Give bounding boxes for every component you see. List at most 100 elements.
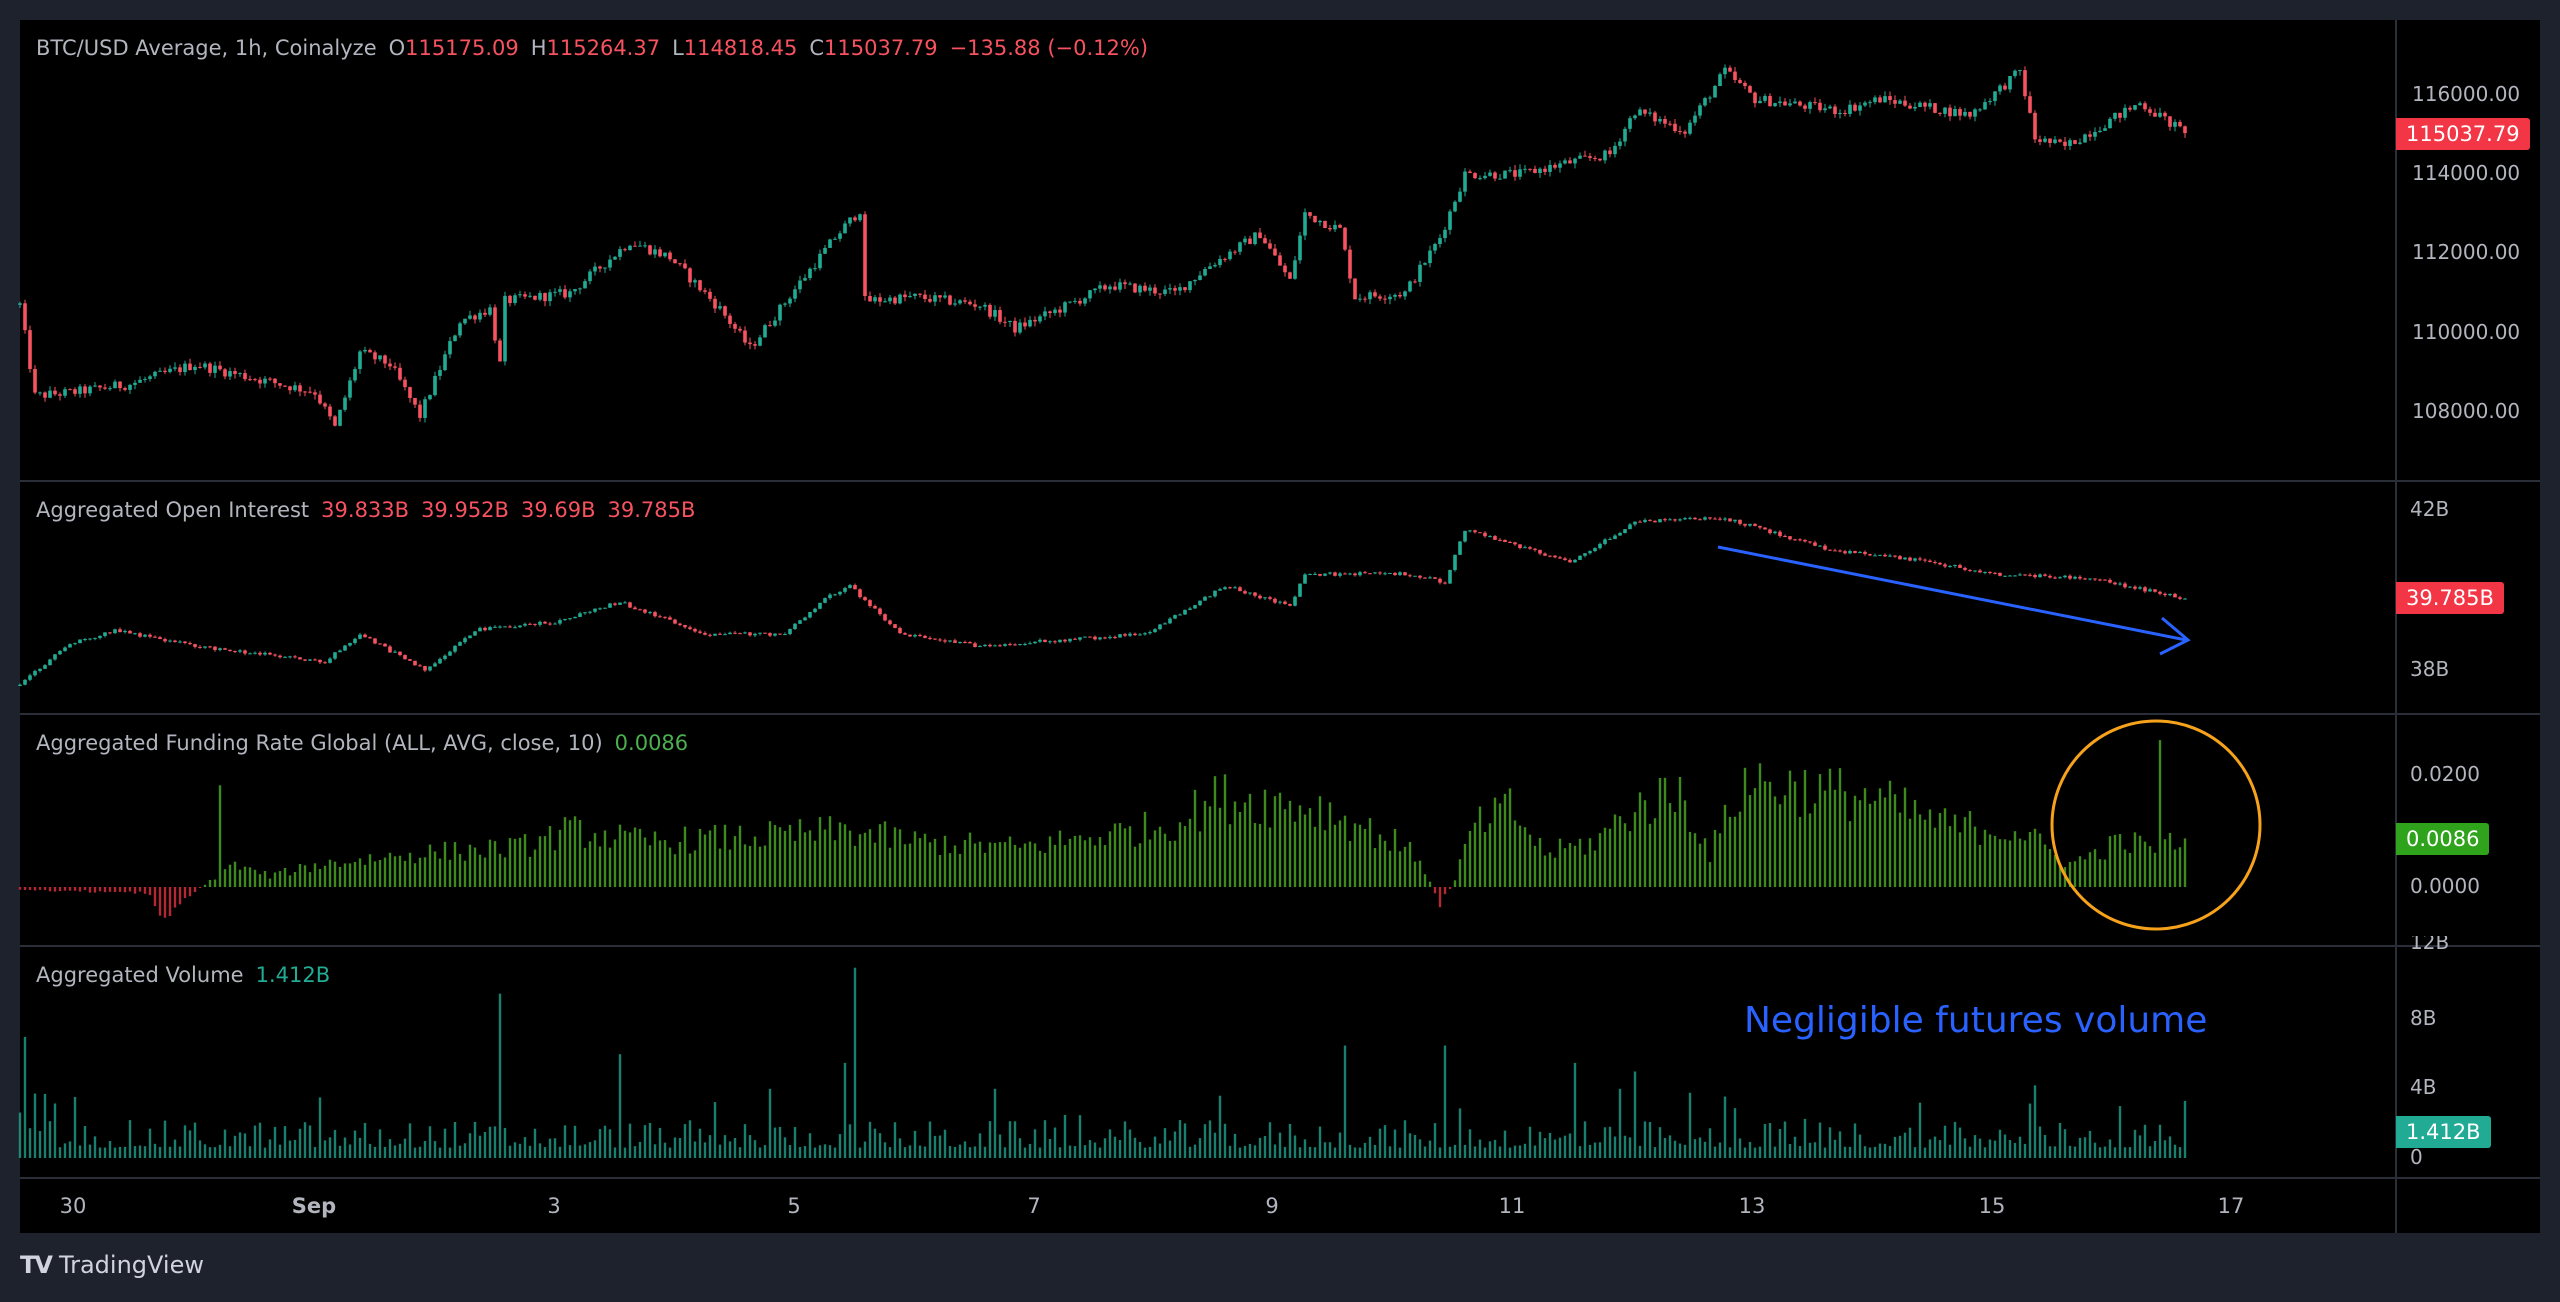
funding-spike-circle[interactable] [2050,719,2262,931]
funding-bar [983,852,987,887]
oi-candle [168,640,172,642]
price-candle [1523,168,1527,170]
volume-bar [468,1133,472,1158]
volume-bar [193,1122,197,1158]
oi-candle [93,637,97,639]
price-candle [1258,232,1262,239]
volume-bar [538,1143,542,1158]
oi-candle [1063,639,1067,642]
funding-bar [843,824,847,887]
price-candle [1518,169,1522,177]
oi-candle [2093,578,2097,580]
volume-annotation[interactable]: Negligible futures volume [1744,1000,2208,1041]
price-candle [878,297,882,302]
oi-trend-arrow[interactable] [1717,545,2191,656]
volume-bar [1948,1144,1952,1158]
funding-bar [1148,839,1152,887]
volume-bar [708,1135,712,1158]
oi-candle [1028,643,1032,645]
funding-bar [1663,777,1667,887]
tradingview-logo[interactable]: TV TradingView [20,1251,204,1279]
price-candle [1993,91,1997,102]
price-candle [2123,107,2127,118]
price-candle [763,325,767,338]
volume-bar [853,967,857,1158]
funding-bar [1733,816,1737,887]
oi-candle [398,651,402,656]
funding-bar [2023,840,2027,887]
price-candle [343,397,347,410]
funding-bar [1173,840,1177,887]
funding-bar [2033,828,2037,887]
oi-candle [1898,556,1902,560]
oi-candle [1953,565,1957,567]
price-candle [1973,109,1977,117]
volume-bar [793,1127,797,1158]
oi-candle [458,642,462,646]
price-candle [1608,150,1612,155]
volume-bar [1208,1120,1212,1158]
price-candle [2028,96,2032,113]
volume-bar [1863,1146,1867,1158]
oi-candle [1148,632,1152,634]
funding-bar [1973,826,1977,887]
price-candle [1218,258,1222,265]
oi-candle [1568,560,1572,563]
price-candle [1903,100,1907,106]
oi-candle [1053,641,1057,643]
volume-bar [783,1137,787,1158]
price-candle [1473,173,1477,179]
funding-bar [2148,846,2152,887]
funding-bar [1298,805,1302,887]
price-candle [1558,163,1562,168]
arrow-head [2159,616,2191,656]
oi-candle [438,658,442,664]
price-candle [208,363,212,373]
volume-bar [1473,1146,1477,1158]
oi-candle [678,623,682,626]
price-candle [1078,300,1082,304]
price-candle [93,385,97,387]
price-candle [1198,275,1202,280]
oi-candle [1713,518,1717,520]
funding-bar [458,853,462,887]
oi-candle [1438,578,1442,583]
volume-bar [1198,1138,1202,1158]
funding-bar [1163,833,1167,887]
funding-bar [1528,834,1532,887]
volume-bar [2148,1146,2152,1158]
price-candle [88,386,92,394]
oi-candle [2008,575,2012,577]
price-candle [1733,71,1737,81]
funding-bar [1998,839,2002,887]
oi-candle [1503,539,1507,543]
price-candle [948,295,952,305]
volume-bar [138,1145,142,1158]
volume-bar [1258,1137,1262,1158]
volume-bar [1933,1136,1937,1158]
oi-candle [858,589,862,598]
funding-bar [2043,844,2047,887]
volume-bar [1038,1147,1042,1158]
price-candle [593,266,597,272]
price-candle [1538,168,1542,173]
oi-candle [468,635,472,639]
oi-candle [1263,597,1267,599]
funding-bar [2138,835,2142,887]
price-candle [1058,309,1062,313]
funding-bar [1508,788,1512,887]
oi-candle [1668,519,1672,521]
oi-candle [203,646,207,648]
volume-bar [178,1146,182,1158]
funding-bar [293,872,297,887]
price-candle [253,379,257,381]
volume-bar [2133,1129,2137,1158]
oi-candle [1578,555,1582,560]
price-candle [1423,263,1427,265]
volume-bar [2158,1124,2162,1158]
price-candle [1578,155,1582,159]
funding-bar [823,829,827,887]
volume-bar [1903,1132,1907,1158]
funding-bar [1548,852,1552,887]
